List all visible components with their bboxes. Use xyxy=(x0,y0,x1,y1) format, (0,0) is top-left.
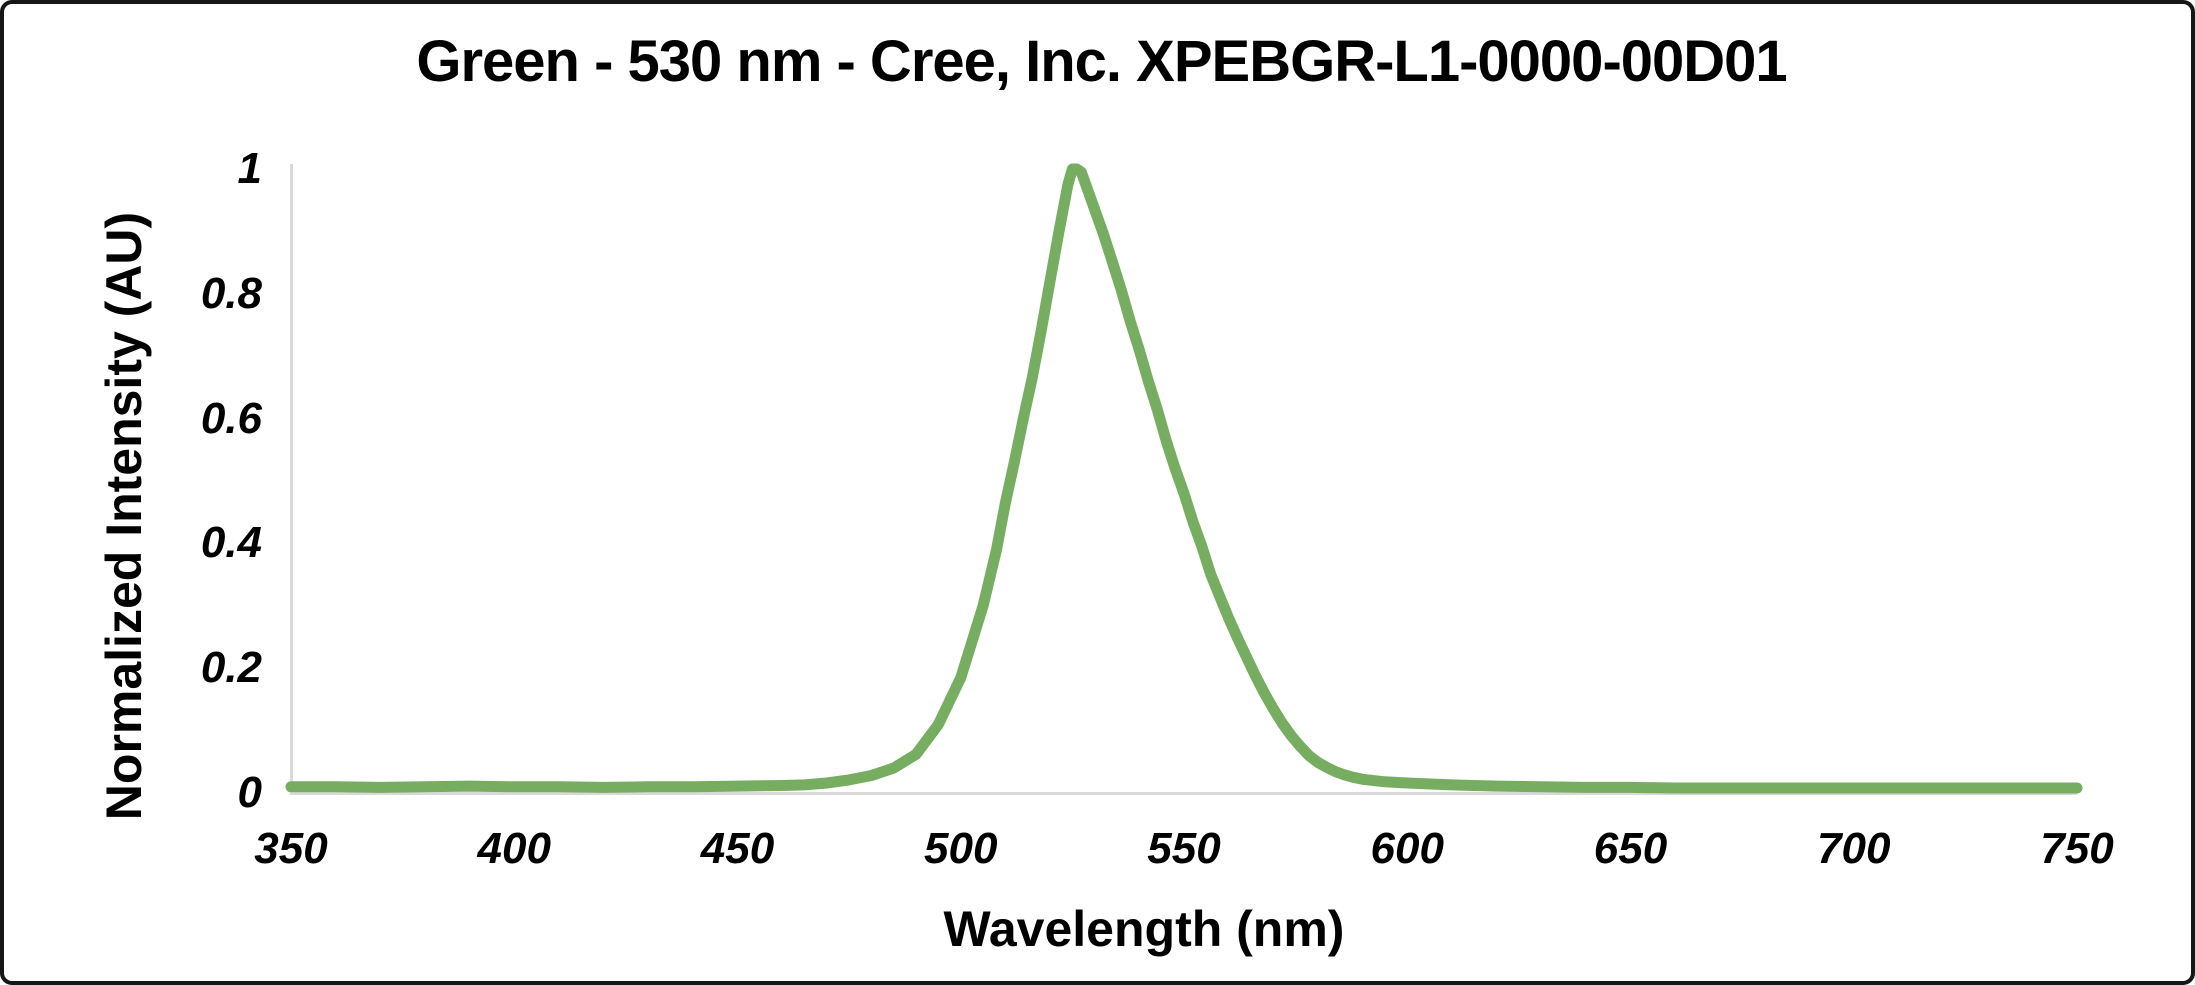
y-tick-label: 0.2 xyxy=(200,643,262,693)
x-tick-label: 750 xyxy=(2040,824,2114,873)
y-tick-label: 1 xyxy=(237,144,262,193)
x-tick-label: 700 xyxy=(1817,824,1891,873)
x-tick-label: 500 xyxy=(924,824,998,873)
spectrum-curve xyxy=(285,163,2083,794)
y-axis-line xyxy=(290,164,293,795)
x-tick-label: 600 xyxy=(1370,824,1444,873)
x-tick-label: 400 xyxy=(477,824,551,873)
x-axis-title: Wavelength (nm) xyxy=(943,901,1345,957)
x-tick-label: 450 xyxy=(700,824,775,873)
chart-title: Green - 530 nm - Cree, Inc. XPEBGR-L1-00… xyxy=(416,29,1787,94)
y-tick-label: 0.8 xyxy=(200,268,262,318)
y-tick-label: 0.4 xyxy=(200,518,262,568)
x-axis-line xyxy=(291,792,2077,795)
x-tick-label: 350 xyxy=(254,824,328,873)
x-tick-label: 550 xyxy=(1147,824,1221,873)
y-tick-label: 0.6 xyxy=(200,393,262,443)
x-tick-label: 650 xyxy=(1593,824,1668,873)
y-tick-label: 0 xyxy=(237,768,262,817)
